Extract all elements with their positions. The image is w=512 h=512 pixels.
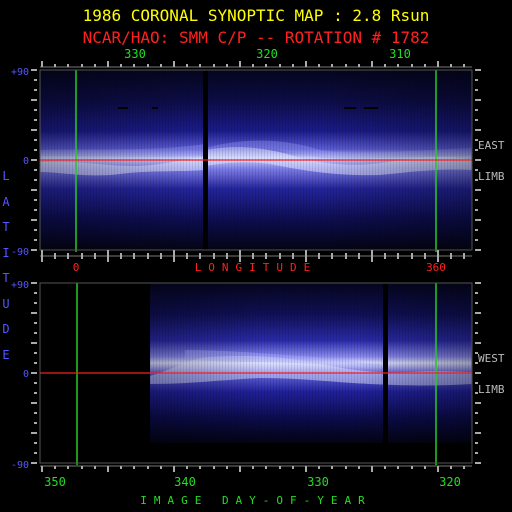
doy-tick-330: 330	[307, 475, 329, 489]
west-lat-tick-0: 0	[23, 369, 29, 380]
longitude-tick-360: 360	[426, 261, 446, 274]
west-limb-panel	[39, 282, 473, 465]
longitude-axis: 0 360 LONGITUDE	[40, 250, 472, 274]
east-label: EAST	[478, 139, 505, 152]
doy-tick-350: 350	[44, 475, 66, 489]
latitude-axis-letter: U	[2, 297, 9, 311]
west-label: WEST	[478, 352, 505, 365]
east-lat-tick-plus90: +90	[11, 67, 29, 78]
west-limb-label: LIMB	[478, 383, 505, 396]
east-lat-tick-0: 0	[23, 156, 29, 167]
west-lat-tick-minus90: -90	[11, 460, 29, 471]
doy-axis-label: IMAGE DAY-OF-YEAR	[140, 494, 372, 507]
map-subtitle: NCAR/HAO: SMM C/P -- ROTATION # 1782	[83, 28, 430, 47]
latitude-axis-letter: D	[2, 322, 9, 336]
east-limb-label: LIMB	[478, 170, 505, 183]
latitude-axis-letter: L	[2, 169, 9, 183]
longitude-axis-label: LONGITUDE	[195, 261, 318, 274]
latitude-axis-letter: E	[2, 348, 9, 362]
doy-tick-340: 340	[174, 475, 196, 489]
top-tick-330: 330	[124, 47, 146, 61]
latitude-axis-letter: T	[2, 220, 9, 234]
top-tick-310: 310	[389, 47, 411, 61]
latitude-axis-letter: T	[2, 271, 9, 285]
top-tick-320: 320	[256, 47, 278, 61]
longitude-tick-0: 0	[73, 261, 80, 274]
east-limb-panel	[39, 69, 473, 252]
west-data-gap	[383, 283, 388, 443]
west-lat-tick-plus90: +90	[11, 280, 29, 291]
day-of-year-axis: 350 340 330 320 IMAGE DAY-OF-YEAR	[40, 465, 472, 507]
doy-tick-320: 320	[439, 475, 461, 489]
latitude-axis-letter: A	[2, 195, 10, 209]
map-title: 1986 CORONAL SYNOPTIC MAP : 2.8 Rsun	[83, 6, 430, 25]
latitude-axis-letter: I	[2, 246, 9, 260]
east-lat-tick-minus90: -90	[11, 247, 29, 258]
top-longitude-axis: 330 320 310	[40, 47, 472, 68]
